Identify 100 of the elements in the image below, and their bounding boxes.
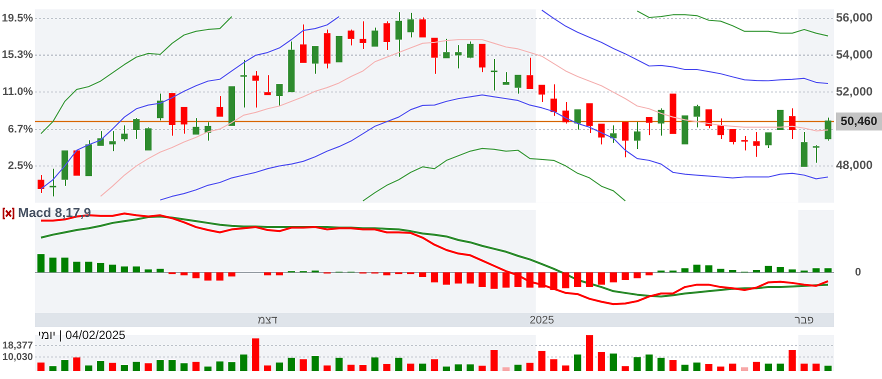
candlestick [598,124,605,145]
chart-title: 04/02/2025 | יומי [38,328,126,342]
bar [586,272,594,288]
bar [574,354,582,371]
candlestick [812,144,820,164]
candlestick [443,38,450,58]
candlestick [360,20,366,50]
bar [383,364,390,371]
bar [824,366,832,371]
candlestick [431,38,438,74]
candlestick [514,74,522,94]
bar [514,272,522,288]
bar [466,272,474,284]
candlestick [622,122,629,158]
bar [812,364,820,371]
bar [705,265,712,272]
bar [442,272,450,285]
bar [264,365,272,371]
bar [550,359,558,371]
bar [61,360,68,371]
candlestick [646,117,652,136]
bar [454,272,462,284]
bar [752,362,760,371]
candlestick [717,118,724,140]
bar [646,354,653,371]
bar [717,366,724,371]
bar [228,362,236,371]
bar [430,272,438,282]
candlestick [502,72,510,85]
bar [442,366,450,371]
bar [550,272,558,290]
candlestick [407,12,414,38]
bar [276,272,284,276]
candlestick [550,84,558,116]
y-tick-label: 18,377 [2,340,34,352]
bar [634,357,641,371]
candlestick [706,109,712,129]
x-tick-label: 2025 [530,314,554,327]
bar [324,365,331,371]
y-tick-label: 56,000 [836,10,874,25]
bar [49,258,56,272]
candlestick [455,44,462,69]
bar [371,357,378,371]
bar [144,363,152,371]
bar [634,272,641,278]
bar [681,364,689,371]
y-tick-label: 52,000 [836,84,874,98]
candlestick [395,12,402,58]
bar [180,272,188,276]
candlestick [538,84,546,102]
bar [73,262,80,272]
candlestick [276,84,283,106]
bar [168,360,176,371]
candlestick [824,117,832,142]
bar [526,272,534,288]
bar [574,272,582,288]
y-tick-label: 54,000 [836,48,874,62]
bar [693,362,700,371]
bar [156,268,164,272]
candlestick [252,70,259,108]
bar [800,364,808,371]
bar [478,272,486,288]
candlestick [466,40,474,58]
bar [490,272,498,289]
bar [812,268,820,272]
bar [764,364,772,371]
y2-tick-label: 19.5% [2,12,34,24]
bar [454,364,462,371]
bar [490,350,498,371]
y2-tick-label: 15.3% [2,48,34,61]
candlestick [372,27,378,47]
bar [228,272,236,276]
candlestick [192,118,200,135]
bar [156,360,164,371]
bar [85,262,92,272]
bar [776,364,784,371]
bar [132,362,140,371]
y2-tick-label: 6.7% [8,124,34,136]
bar [622,366,629,371]
y-tick-label: 48,000 [836,158,874,172]
candlestick [348,29,354,46]
candlestick [240,59,247,108]
bar [120,365,128,371]
bar [120,266,128,272]
bar [132,266,140,272]
bar [108,362,116,371]
bar [276,362,284,371]
bar [407,364,414,371]
bar [478,366,486,371]
bar [395,358,402,371]
y2-tick-label: 11.0% [2,86,34,98]
bar [740,367,748,371]
bar [658,358,665,371]
candlestick [419,16,426,38]
bar [502,367,510,371]
bar [61,258,68,272]
chart-title: Macd 8,17,9 [18,205,91,220]
candlestick [121,124,128,142]
bar [646,272,653,276]
bar [705,364,712,371]
